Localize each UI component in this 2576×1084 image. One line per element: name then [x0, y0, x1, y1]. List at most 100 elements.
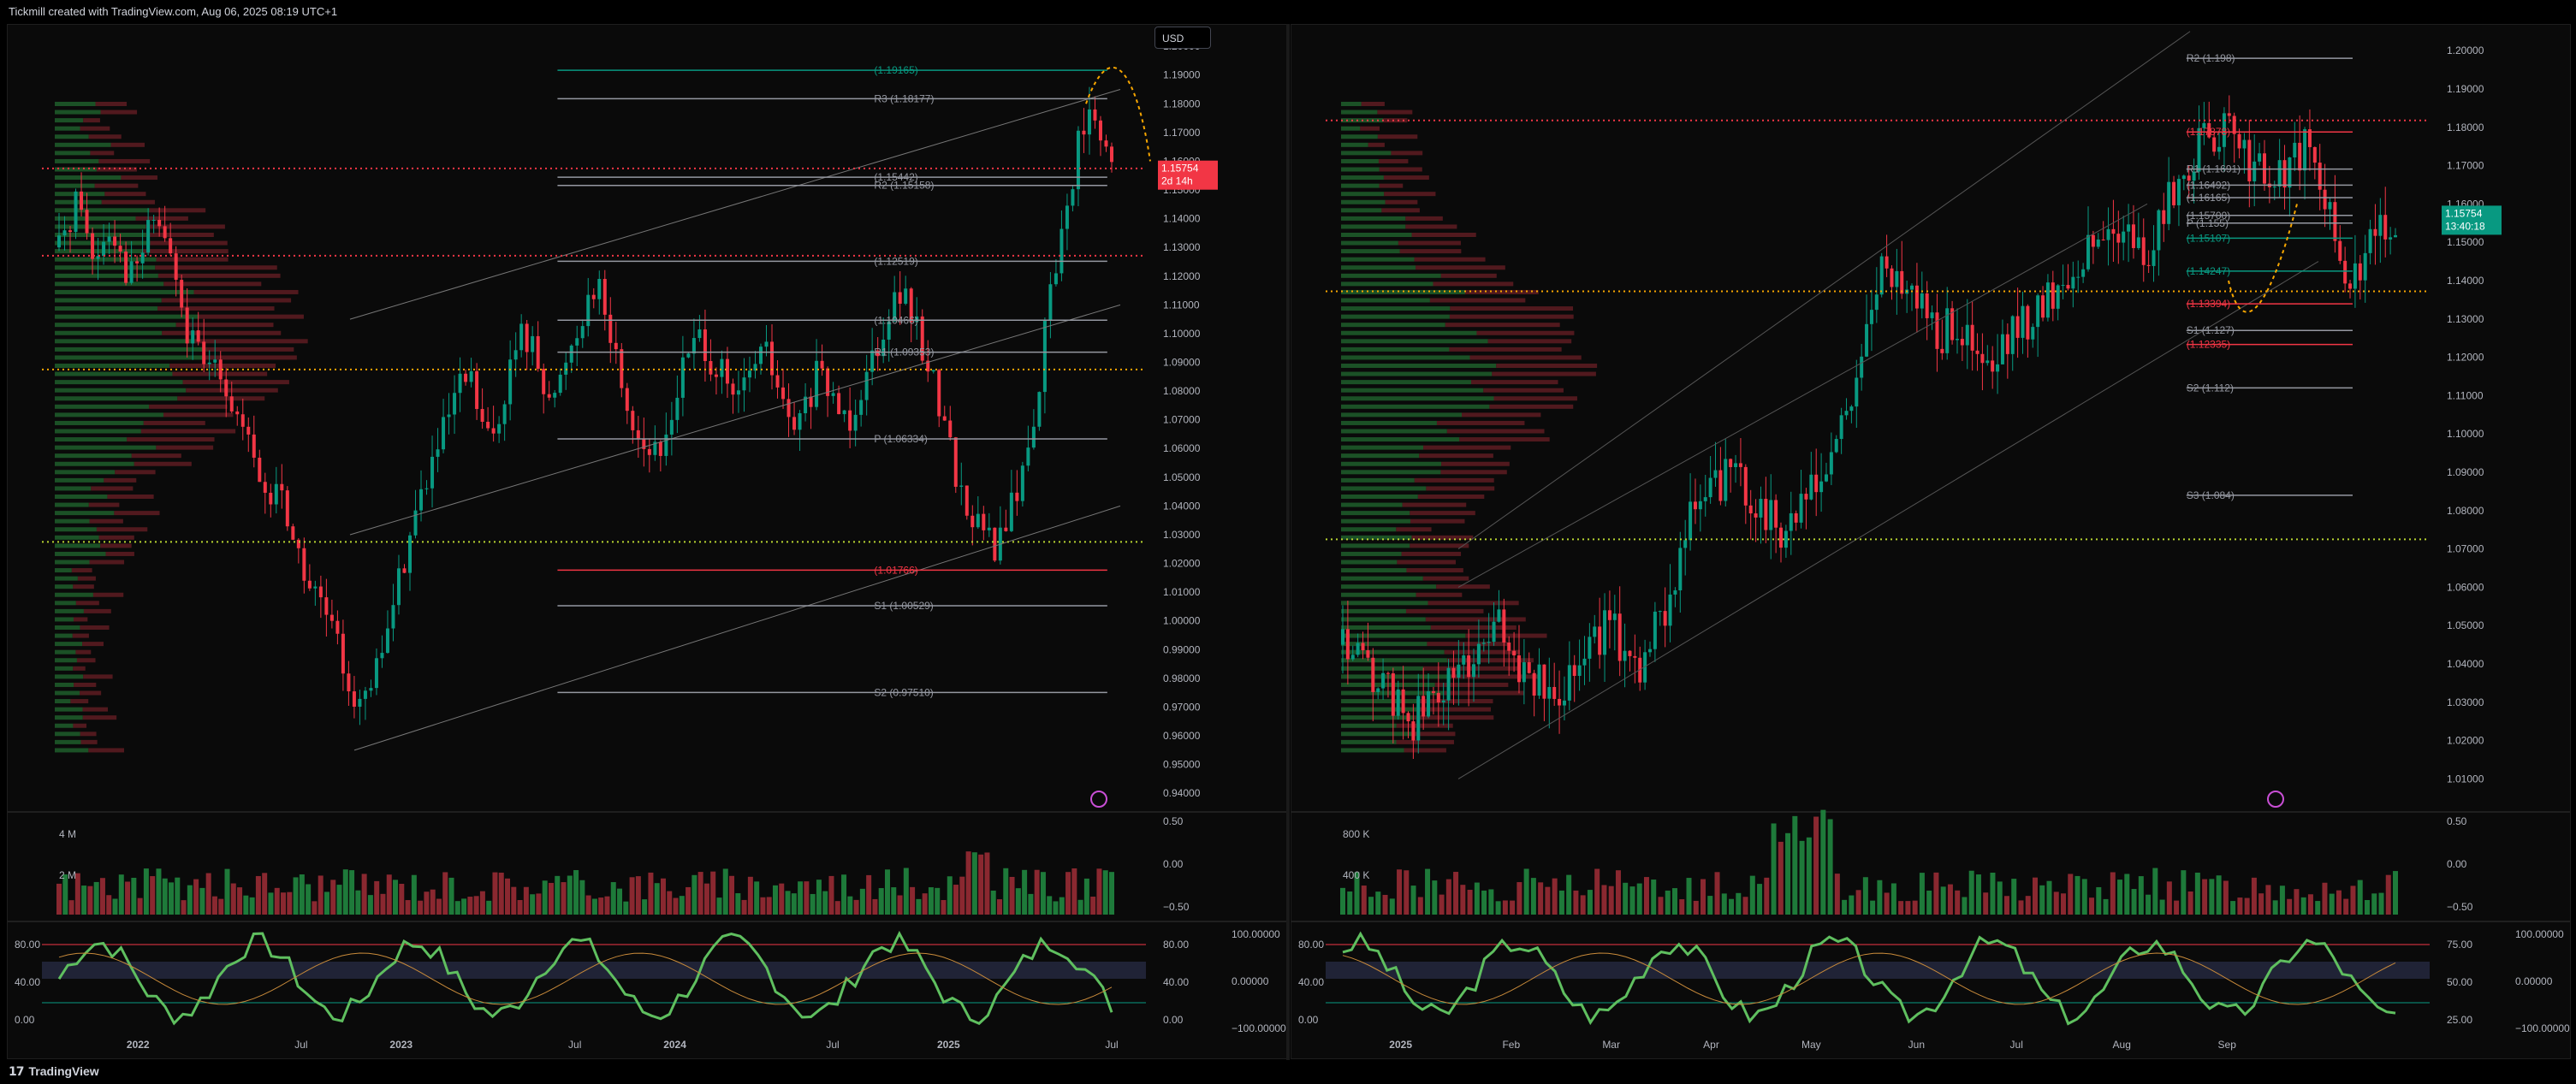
left-profile-sell-bar	[145, 233, 214, 237]
right-candle-body	[2217, 146, 2222, 152]
left-candle-body	[680, 357, 685, 398]
right-profile-buy-bar	[1341, 404, 1490, 409]
left-price-tick: 0.98000	[1163, 672, 1201, 684]
left-osc-line	[57, 930, 1113, 1026]
chart-left-svg[interactable]: 1.200001.190001.180001.170001.160001.150…	[8, 25, 1286, 1058]
right-profile-buy-bar	[1341, 568, 1407, 573]
left-candle-body	[1098, 120, 1102, 141]
right-candle-body	[2293, 142, 2297, 158]
left-volume-bar	[281, 892, 287, 915]
left-profile-sell-bar	[77, 576, 96, 581]
right-volume-bar	[2152, 868, 2158, 915]
left-profile-sell-bar	[83, 118, 100, 123]
left-candle-body	[786, 399, 791, 418]
left-volume-bar	[978, 854, 984, 915]
left-candle-body	[970, 515, 975, 528]
right-price-tick: 1.02000	[2447, 735, 2484, 747]
right-candle-body	[2363, 252, 2367, 281]
chart-panel-right[interactable]: 1.20000 1.19000 1.18000 1.17000 1.16000 1.150…	[1291, 24, 2571, 1059]
right-candle-body	[1869, 310, 1873, 324]
left-candle-body	[313, 586, 318, 589]
right-osc-signal	[1342, 952, 2396, 1005]
left-candle-body	[1031, 426, 1036, 448]
left-volume-bar	[953, 885, 959, 915]
left-candle-body	[675, 397, 680, 420]
left-price-tick: 1.03000	[1163, 529, 1201, 541]
panel-divider[interactable]	[1286, 24, 1290, 1060]
left-profile-buy-bar	[55, 658, 77, 663]
right-candle-body	[1829, 452, 1833, 475]
right-candle-body	[1406, 713, 1410, 722]
right-candle-body	[1497, 609, 1501, 622]
right-volume-bar	[2018, 900, 2024, 915]
right-candle-body	[1617, 613, 1622, 661]
left-candle-body	[1048, 284, 1053, 321]
right-level-label: P (1.155)	[2187, 217, 2229, 229]
right-candle-body	[2258, 153, 2262, 162]
left-candle-body	[831, 393, 835, 396]
right-profile-buy-bar	[1341, 658, 1447, 663]
left-profile-sell-bar	[150, 240, 228, 246]
right-volume-bar	[1671, 888, 1677, 915]
right-volume-bar	[1997, 881, 2003, 915]
right-profile-sell-bar	[1483, 388, 1564, 393]
chart-right-svg[interactable]: 1.200001.190001.180001.170001.160001.150…	[1291, 25, 2570, 1058]
left-profile-buy-bar	[55, 470, 116, 475]
left-candle-body	[736, 390, 740, 395]
left-candle-body	[731, 383, 735, 395]
left-candle-body	[536, 335, 540, 370]
left-profile-buy-bar	[55, 339, 192, 344]
right-profile-buy-bar	[1341, 199, 1386, 204]
right-profile-buy-bar	[1341, 142, 1368, 147]
right-candle-body	[2358, 263, 2362, 281]
left-osc-far-tick: 100.00000	[1232, 928, 1280, 940]
left-candle-body	[269, 492, 273, 505]
right-profile-sell-bar	[1423, 666, 1519, 671]
left-candle-body	[781, 387, 786, 400]
right-volume-bar	[2124, 874, 2130, 915]
right-candle-body	[2227, 113, 2231, 116]
left-level-label: S1 (1.00529)	[874, 600, 933, 612]
right-profile-buy-bar	[1341, 642, 1427, 647]
currency-button[interactable]: USD	[1154, 27, 1211, 49]
left-volume-bar	[822, 891, 828, 915]
right-time-tick: May	[1801, 1039, 1821, 1051]
left-volume-bar	[299, 874, 305, 915]
left-profile-buy-bar	[55, 306, 158, 311]
right-current-price: 1.15754	[2445, 207, 2483, 219]
left-volume-bar	[1065, 872, 1071, 915]
right-profile-buy-bar	[1341, 126, 1361, 131]
chart-panel-left[interactable]: 1.200001.190001.180001.170001.160001.150…	[7, 24, 1287, 1059]
right-candle-body	[1734, 463, 1738, 467]
left-candle-body	[1093, 109, 1097, 121]
left-candle-body	[118, 246, 122, 252]
left-candle-body	[68, 230, 73, 233]
left-profile-buy-bar	[55, 355, 203, 360]
right-volume-right-tick: 0.00	[2447, 858, 2467, 870]
right-candle-body	[2061, 285, 2065, 287]
left-price-tick: 1.12000	[1163, 270, 1201, 282]
right-volume-bar	[1764, 877, 1770, 915]
left-profile-sell-bar	[92, 592, 124, 597]
right-time-tick: Sep	[2218, 1039, 2237, 1051]
left-volume-bar	[230, 883, 236, 915]
right-profile-buy-bar	[1341, 592, 1416, 597]
right-profile-sell-bar	[1360, 126, 1380, 131]
left-time-tick: 2023	[389, 1039, 413, 1051]
right-candle-body	[1748, 505, 1753, 514]
left-price-tick: 1.01000	[1163, 586, 1201, 598]
right-volume-bar	[2244, 897, 2250, 915]
tradingview-logo[interactable]: 17 TradingView	[9, 1064, 99, 1079]
right-candle-body	[2394, 234, 2397, 238]
right-candle-body	[1653, 611, 1657, 649]
right-profile-sell-bar	[1436, 584, 1490, 589]
left-volume-bar	[181, 900, 187, 915]
right-volume-bar	[2074, 875, 2080, 915]
right-profile-sell-bar	[1489, 404, 1574, 409]
left-candle-body	[597, 279, 602, 299]
left-volume-bar	[74, 873, 80, 915]
right-candle-body	[1612, 613, 1617, 620]
right-candle-body	[1779, 527, 1784, 548]
right-profile-buy-bar	[1341, 633, 1466, 638]
left-volume-bar	[735, 892, 741, 915]
